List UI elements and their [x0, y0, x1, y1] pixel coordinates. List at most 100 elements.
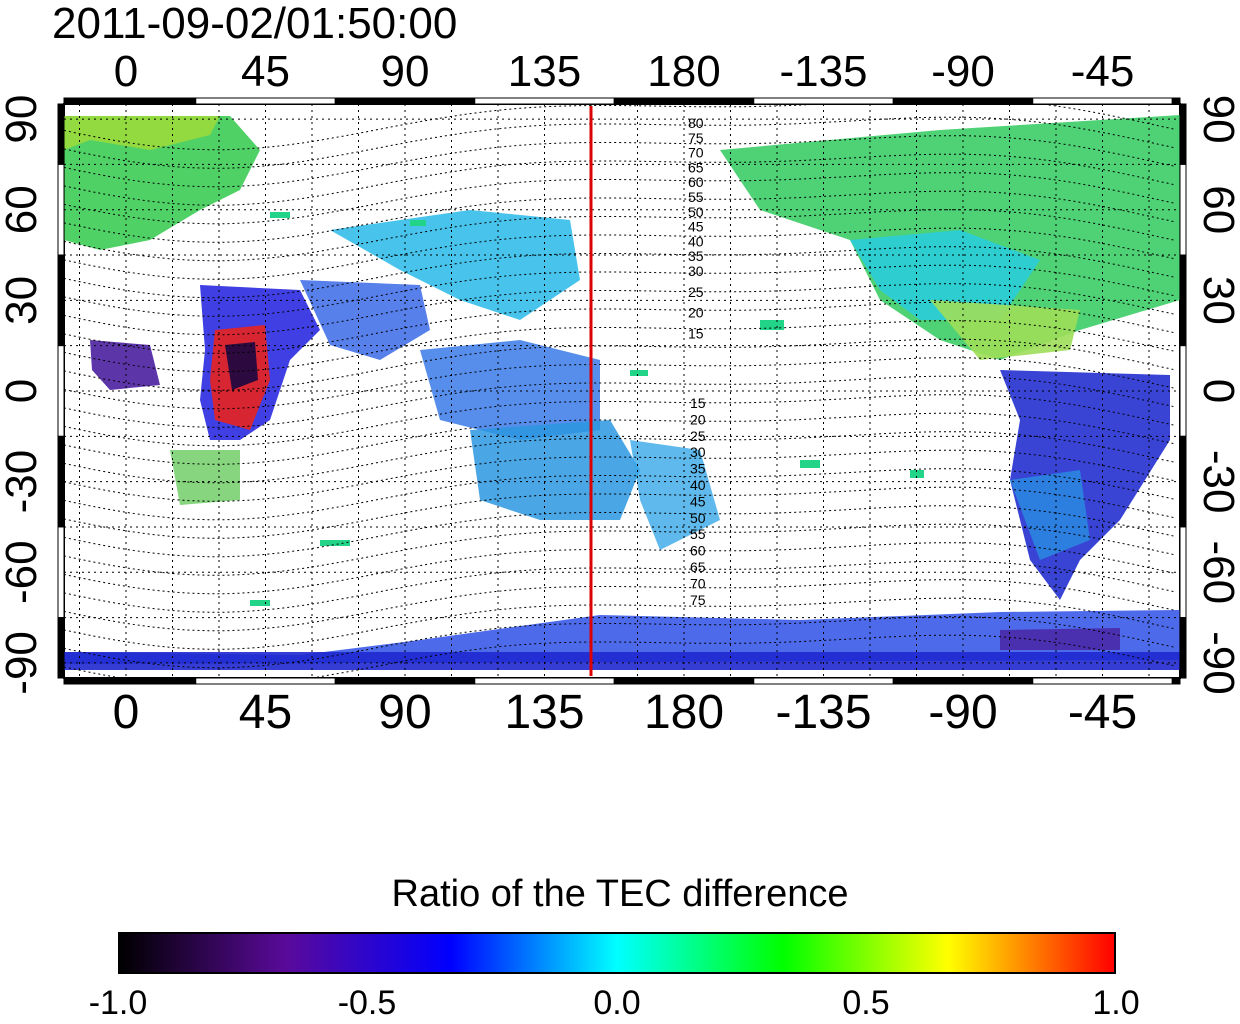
data-region-antarctic-band — [64, 610, 1180, 664]
axis-bar-left-segment — [57, 345, 65, 437]
data-region-australia — [470, 420, 640, 520]
axis-bar-bottom-segment — [1171, 677, 1181, 685]
lon-tick-label: 0 — [113, 686, 140, 739]
axis-bar-top-segment — [1032, 97, 1173, 105]
axis-bar-top-segment — [334, 97, 476, 105]
lon-tick-label: -45 — [1071, 47, 1135, 96]
axis-bar-bottom-segment — [613, 677, 755, 685]
axis-bar-left-segment — [57, 526, 65, 619]
axis-bar-bottom-segment — [63, 677, 197, 685]
lat-ticks-left: 90 60 30 0 -30 -60 -90 — [0, 95, 46, 695]
lat-tick-label: 60 — [1194, 185, 1240, 234]
contour-line — [64, 375, 1177, 428]
lat-tick-label: -30 — [1194, 450, 1240, 514]
contour-line — [64, 523, 1177, 576]
contour-line — [64, 283, 1177, 336]
contour-label: 25 — [690, 428, 706, 444]
contour-line — [64, 104, 1177, 151]
axis-bar-right-segment — [1179, 526, 1187, 619]
lat-tick-label: 90 — [1194, 95, 1240, 144]
axis-bar-right-segment — [1179, 163, 1187, 256]
axis-bar-top-segment — [63, 97, 197, 105]
axis-bar-left-segment — [57, 435, 65, 528]
axis-bar-bottom-segment — [195, 677, 336, 685]
contour-label: 60 — [688, 174, 704, 190]
contour-label: 40 — [688, 233, 704, 249]
colorbar-title: Ratio of the TEC difference — [391, 873, 849, 915]
contour-line — [64, 301, 1177, 354]
contour-label: 30 — [688, 263, 704, 279]
lat-ticks-right: 90 60 30 0 -30 -60 -90 — [1194, 95, 1240, 695]
lon-tick-label: 90 — [381, 47, 430, 96]
data-region-sa-lightblue — [1010, 470, 1090, 560]
colorbar — [118, 932, 1116, 974]
colorbar-tick: 1.0 — [1092, 984, 1140, 1022]
lat-tick-label: 60 — [0, 185, 46, 234]
timestamp-title: 2011-09-02/01:50:00 — [52, 0, 458, 48]
axis-bar-top-segment — [195, 97, 336, 105]
axis-bar-right-segment — [1179, 617, 1187, 679]
contour-line — [64, 338, 1177, 391]
lon-tick-label: -90 — [928, 686, 997, 739]
contour-label: 55 — [690, 526, 706, 542]
data-region-mexico — [930, 300, 1080, 360]
lon-tick-label: 0 — [114, 47, 138, 96]
lon-tick-label: 135 — [504, 686, 584, 739]
lon-ticks-bottom: 0 45 90 135 180 -135 -90 -45 — [113, 686, 1138, 739]
data-region-antarctic-purple — [1000, 628, 1120, 650]
lat-tick-label: -90 — [1194, 631, 1240, 695]
axis-bar-right-segment — [1179, 103, 1187, 165]
axis-bar-top-segment — [1171, 97, 1181, 105]
axis-bar-right-segment — [1179, 345, 1187, 437]
colorbar-tick: 0.5 — [842, 984, 890, 1022]
contour-label: 40 — [690, 477, 706, 493]
data-region-europe — [64, 116, 260, 250]
lon-tick-label: -90 — [931, 47, 995, 96]
data-region-west-africa — [90, 340, 160, 390]
data-region-na-cyan — [850, 230, 1040, 320]
contour-line — [64, 172, 1177, 225]
lon-tick-label: 180 — [644, 686, 724, 739]
data-region-mideast — [300, 280, 430, 360]
lat-tick-label: 0 — [1194, 379, 1240, 403]
axis-bar-left-segment — [57, 617, 65, 679]
axis-bar-bottom-segment — [474, 677, 615, 685]
contour-line — [64, 153, 1177, 206]
axis-bar-bottom-segment — [334, 677, 476, 685]
contour-label: 55 — [688, 189, 704, 205]
lat-tick-label: 90 — [0, 95, 46, 144]
lon-tick-label: 135 — [508, 47, 581, 96]
axis-bar-bottom-segment — [892, 677, 1034, 685]
contour-line — [64, 634, 1177, 678]
contour-line — [64, 246, 1177, 299]
axis-bar-left-segment — [57, 103, 65, 165]
data-region-africa-dark — [225, 342, 258, 390]
contour-line — [64, 449, 1177, 502]
axis-bar-top-segment — [892, 97, 1034, 105]
contour-line — [64, 394, 1177, 447]
data-region-antarctic-edge — [64, 652, 1180, 670]
contour-line — [64, 357, 1177, 410]
contour-line — [64, 209, 1177, 262]
colorbar-tick: 0.0 — [593, 984, 641, 1022]
lat-tick-label: 30 — [1194, 276, 1240, 325]
contour-line — [64, 597, 1177, 650]
contour-label: 80 — [688, 115, 704, 131]
lat-tick-label: 0 — [0, 379, 46, 403]
contour-label: 65 — [690, 559, 706, 575]
contour-line — [64, 468, 1177, 521]
axis-bar-right-segment — [1179, 435, 1187, 528]
contour-line — [64, 135, 1177, 188]
contour-line — [64, 320, 1177, 373]
contour-label: 45 — [688, 219, 704, 235]
contour-line — [64, 116, 1177, 169]
contour-line — [64, 190, 1177, 243]
contour-label: 20 — [688, 305, 704, 321]
contour-line — [64, 227, 1177, 280]
contour-label: 35 — [690, 461, 706, 477]
contour-label: 20 — [690, 411, 706, 427]
contour-label: 60 — [690, 543, 706, 559]
contour-line — [64, 264, 1177, 317]
contour-label: 65 — [688, 159, 704, 175]
